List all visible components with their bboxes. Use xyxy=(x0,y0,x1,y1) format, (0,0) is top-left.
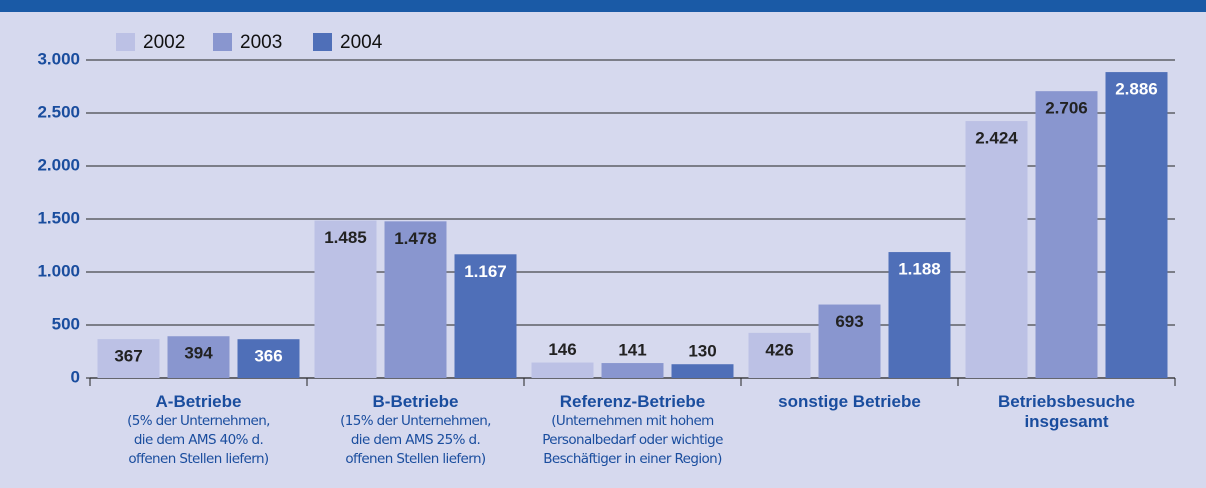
category-title: B-Betriebe xyxy=(372,392,459,411)
category-subtitle: (15% der Unternehmen, xyxy=(340,413,491,429)
bar xyxy=(818,304,881,378)
value-label: 146 xyxy=(548,340,576,359)
category-subtitle: die dem AMS 40% d. xyxy=(133,432,264,448)
category-label: Referenz-Betriebe (Unternehmen mit hohem P… xyxy=(528,392,738,469)
category-label: A-Betriebe (5% der Unternehmen, die dem AM… xyxy=(94,392,304,469)
category-subtitle: die dem AMS 25% d. xyxy=(350,432,481,448)
value-label: 2.706 xyxy=(1045,99,1088,118)
legend-swatch xyxy=(116,33,135,51)
legend-label: 2004 xyxy=(340,32,383,53)
bar xyxy=(1035,91,1098,378)
y-tick-label: 3.000 xyxy=(37,49,80,68)
bar xyxy=(1105,72,1168,379)
legend-swatch xyxy=(313,33,332,51)
y-tick-label: 2.000 xyxy=(37,155,80,174)
value-label: 2.886 xyxy=(1115,80,1158,99)
value-label: 1.167 xyxy=(464,262,507,281)
value-label: 367 xyxy=(114,347,142,366)
value-label: 693 xyxy=(835,312,863,331)
bar xyxy=(314,220,377,378)
bar xyxy=(97,339,160,378)
category-title: Referenz-Betriebe xyxy=(559,392,706,411)
category-subtitle: Personalbedarf oder wichtige xyxy=(542,432,723,448)
header-bar xyxy=(0,0,1206,12)
category-title: A-Betriebe xyxy=(155,392,242,411)
category-label: B-Betriebe (15% der Unternehmen, die dem A… xyxy=(311,392,521,469)
y-tick-label: 2.500 xyxy=(37,102,80,121)
bar xyxy=(965,121,1028,378)
bar xyxy=(384,221,447,378)
bar xyxy=(531,362,594,378)
category-title: sonstige Betriebe xyxy=(778,392,921,411)
category-label: Betriebsbesuche insgesamt xyxy=(962,392,1172,432)
bar xyxy=(888,252,951,378)
legend-swatch xyxy=(213,33,232,51)
value-label: 141 xyxy=(618,341,646,360)
value-label: 2.424 xyxy=(975,129,1018,148)
category-subtitle: (5% der Unternehmen, xyxy=(127,413,270,429)
legend-label: 2003 xyxy=(240,32,282,53)
y-tick-label: 0 xyxy=(71,367,80,386)
category-subtitle: (Unternehmen mit hohem xyxy=(551,413,714,429)
value-label: 1.188 xyxy=(898,260,941,279)
bar xyxy=(454,254,517,378)
legend-label: 2002 xyxy=(143,32,185,53)
bar xyxy=(237,339,300,378)
category-subtitle: offenen Stellen liefern) xyxy=(345,451,486,467)
y-tick-label: 500 xyxy=(52,314,80,333)
bar xyxy=(671,364,734,378)
value-label: 394 xyxy=(184,344,213,363)
value-label: 1.478 xyxy=(394,229,437,248)
category-subtitle: Beschäftiger in einer Region) xyxy=(543,451,722,467)
y-tick-label: 1.000 xyxy=(37,261,80,280)
value-label: 1.485 xyxy=(324,228,367,247)
category-label: sonstige Betriebe xyxy=(745,392,955,412)
bar xyxy=(748,332,811,378)
value-label: 426 xyxy=(765,340,793,359)
category-subtitle: offenen Stellen liefern) xyxy=(128,451,269,467)
category-title: Betriebsbesuche insgesamt xyxy=(998,392,1135,431)
bar xyxy=(167,336,230,378)
value-label: 366 xyxy=(254,347,282,366)
value-label: 130 xyxy=(688,342,716,361)
bar xyxy=(601,363,664,378)
y-tick-label: 1.500 xyxy=(37,208,80,227)
